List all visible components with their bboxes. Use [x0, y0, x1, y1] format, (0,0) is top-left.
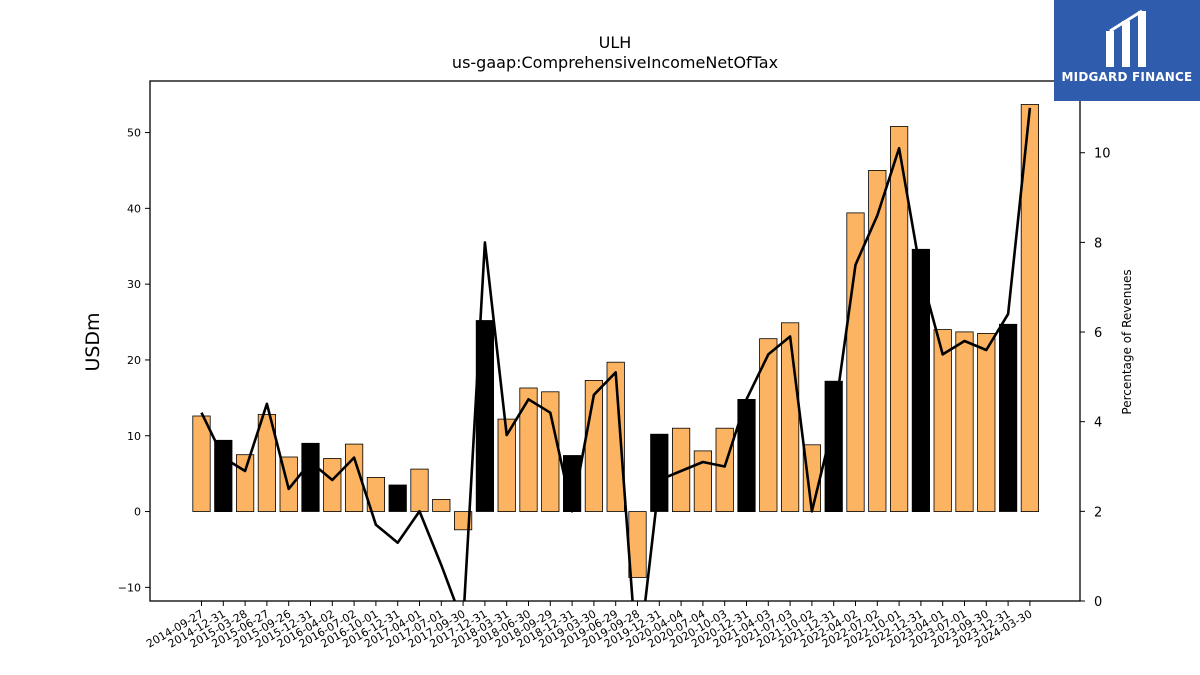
y-tick-label-50: 50: [127, 127, 141, 140]
y-tick-label-20: 20: [127, 354, 141, 367]
bar-2022-12-31: [911, 248, 931, 512]
plot-frame: [149, 80, 1081, 602]
chart-subtitle: us-gaap:ComprehensiveIncomeNetOfTax: [452, 53, 778, 72]
bar-2022-10-01: [890, 126, 909, 513]
y-tick-label-40: 40: [127, 202, 141, 215]
bar-2022-07-02: [868, 169, 887, 512]
y2-axis-label: Percentage of Revenues: [1120, 269, 1134, 414]
y-tick-label-30: 30: [127, 278, 141, 291]
bar-2020-10-03: [715, 427, 734, 513]
bar-2023-07-01: [955, 331, 974, 512]
bar-2023-12-31: [999, 323, 1018, 512]
bar-2016-04-02: [323, 458, 342, 512]
bar-2019-12-31: [650, 433, 669, 512]
bar-2020-07-04: [693, 450, 713, 512]
bar-2015-12-31: [301, 442, 320, 512]
ratio-line: [200, 107, 1032, 601]
bar-2018-06-30: [519, 387, 538, 512]
bar-2014-12-31: [214, 439, 233, 512]
bar-2023-04-01: [933, 329, 952, 512]
chart-title: ULH: [599, 33, 632, 52]
bar-2022-04-02: [846, 212, 865, 513]
bar-2015-06-27: [257, 414, 277, 512]
y-tick-label-10: 10: [127, 430, 141, 443]
y2-tick-label-10: 10: [1094, 147, 1111, 162]
bar-2021-07-03: [781, 322, 800, 512]
y-axis-label: USDm: [82, 312, 104, 371]
bar-2017-07-01: [432, 498, 451, 512]
brand-logo: MIDGARD FINANCE: [1054, 0, 1200, 101]
bar-2014-09-27: [192, 415, 211, 512]
bar-2019-09-28: [628, 511, 647, 578]
bar-2024-03-30: [1020, 104, 1040, 513]
bar-2016-12-31: [388, 484, 407, 512]
bar-2017-04-01: [410, 468, 429, 512]
y2-tick-label-6: 6: [1094, 326, 1102, 341]
bar-2019-06-29: [606, 361, 625, 512]
bar-2023-09-30: [977, 332, 996, 512]
bar-2015-03-28: [235, 454, 255, 513]
y2-tick-label-0: 0: [1094, 595, 1102, 610]
y2-tick-label-2: 2: [1094, 505, 1102, 520]
bar-2021-12-31: [824, 380, 843, 513]
y-tick-label--10: −10: [118, 581, 141, 594]
y2-tick-label-8: 8: [1094, 236, 1102, 251]
y-tick-label-0: 0: [134, 506, 141, 519]
bar-2021-04-03: [759, 338, 778, 512]
y2-tick-label-4: 4: [1094, 416, 1102, 431]
bar-2018-03-31: [497, 418, 516, 513]
midgard-logo-icon: [1106, 9, 1146, 67]
brand-logo-text: MIDGARD FINANCE: [1061, 70, 1193, 84]
